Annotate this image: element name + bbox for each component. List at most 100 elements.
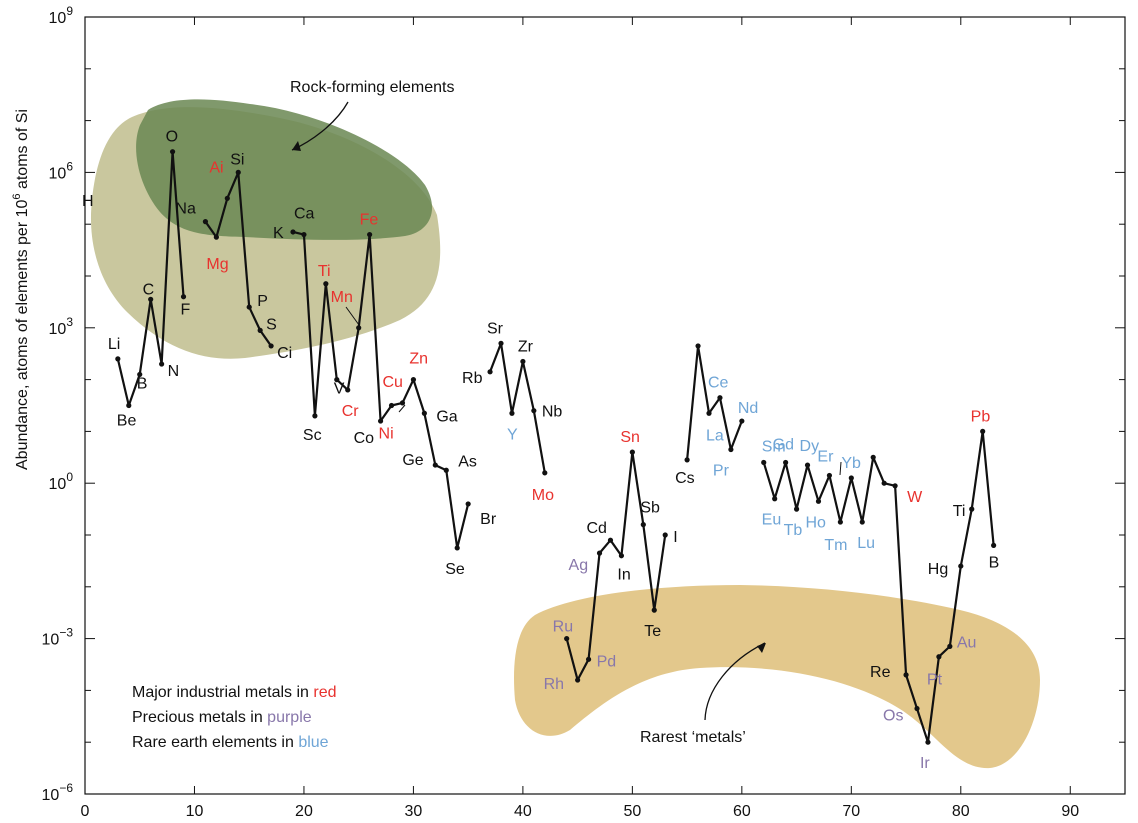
label-ca: Ca [294, 206, 315, 223]
point-k [290, 229, 296, 235]
rarest-metals-arrow [704, 642, 766, 721]
label-ge: Ge [402, 452, 423, 469]
label-sb: Sb [640, 500, 660, 517]
point-yb [848, 475, 854, 481]
point-y [509, 410, 515, 416]
label-pd: Pd [597, 653, 617, 670]
legend-precious: Precious metals in purple [132, 709, 312, 726]
point-ti [323, 281, 329, 287]
label-nd: Nd [738, 400, 758, 417]
abundance-line [489, 342, 546, 474]
point-fe [367, 231, 373, 238]
point-w [892, 483, 898, 489]
label-dy: Dy [800, 438, 820, 455]
point-ga [421, 410, 427, 416]
label-in: In [617, 567, 630, 584]
x-tick-label: 50 [623, 803, 641, 820]
point-ho [815, 498, 822, 504]
label-ce: Ce [708, 375, 729, 392]
label-sm: Sm [762, 438, 786, 455]
point-cl [268, 343, 274, 349]
point-ag [596, 550, 603, 556]
label-co: Co [354, 430, 375, 447]
point-co [377, 418, 384, 424]
x-tick-label: 80 [952, 803, 970, 820]
legend-rare-earth: Rare earth elements in blue [132, 734, 329, 751]
legend-industrial: Major industrial metals in red [132, 684, 337, 701]
label-tm: Tm [824, 537, 847, 554]
label-h: H [82, 193, 94, 210]
point-dy [804, 462, 811, 468]
label-b: B [137, 375, 148, 392]
point-o [169, 149, 176, 155]
point-re [903, 672, 909, 678]
label-sn: Sn [620, 429, 640, 446]
point-pt [936, 654, 942, 660]
point-tm [837, 519, 843, 525]
label-y: Y [507, 426, 518, 443]
label-f: F [181, 302, 191, 319]
label-al: Ai [209, 159, 223, 176]
label-tl: Ti [953, 503, 966, 520]
point-ge [432, 462, 438, 468]
point-zr [520, 358, 526, 365]
point-mn [356, 325, 362, 331]
label-zn: Zn [409, 351, 428, 368]
label-si: Si [230, 151, 244, 168]
point-zn [410, 377, 417, 383]
y-tick-label: 106 [49, 159, 74, 182]
point-la [706, 410, 712, 416]
point-eu [772, 496, 778, 502]
label-mg: Mg [206, 256, 228, 273]
point-c [148, 296, 154, 302]
point-au [947, 643, 953, 649]
point-sn [629, 449, 635, 455]
label-ni: Ni [379, 426, 394, 443]
abundance-line [762, 430, 995, 744]
data-points [115, 149, 997, 745]
point-bi [991, 542, 997, 548]
point-pr [728, 446, 734, 453]
y-tick-label: 103 [49, 315, 74, 338]
point-be [126, 402, 132, 409]
label-ti: Ti [318, 263, 331, 280]
label-te: Te [644, 623, 661, 640]
abundance-line [565, 451, 667, 682]
label-c: C [143, 281, 155, 298]
point-ni [388, 402, 395, 409]
x-tick-label: 70 [842, 803, 860, 820]
point-as [443, 467, 449, 473]
point-br [465, 501, 471, 507]
point-ir [925, 739, 931, 745]
label-pr: Pr [713, 463, 730, 480]
label-k: K [273, 225, 284, 242]
point-mg [213, 234, 219, 240]
point-f [180, 294, 187, 300]
point-sc [312, 413, 318, 419]
point-ta [881, 480, 887, 486]
label-cr: Cr [342, 403, 360, 420]
point-rh [575, 677, 581, 683]
point-n [159, 361, 165, 367]
point-al [224, 195, 230, 201]
label-ag: Ag [569, 557, 589, 574]
label-cu: Cu [382, 374, 402, 391]
point-rb [487, 369, 493, 375]
ni-leader [398, 404, 406, 413]
label-bi: B [989, 554, 1000, 571]
label-sr: Sr [487, 320, 504, 337]
x-tick-label: 40 [514, 803, 532, 820]
label-na: Na [175, 201, 196, 218]
label-cl: Ci [277, 345, 292, 362]
point-v [334, 377, 340, 383]
point-ce [717, 395, 723, 401]
label-pt: Pt [927, 672, 943, 689]
point-sb [640, 522, 646, 528]
point-na [202, 219, 209, 225]
point-ba [695, 343, 701, 349]
point-tb [793, 506, 800, 512]
label-se: Se [445, 561, 465, 578]
point-li [115, 356, 121, 362]
label-re: Re [870, 664, 891, 681]
